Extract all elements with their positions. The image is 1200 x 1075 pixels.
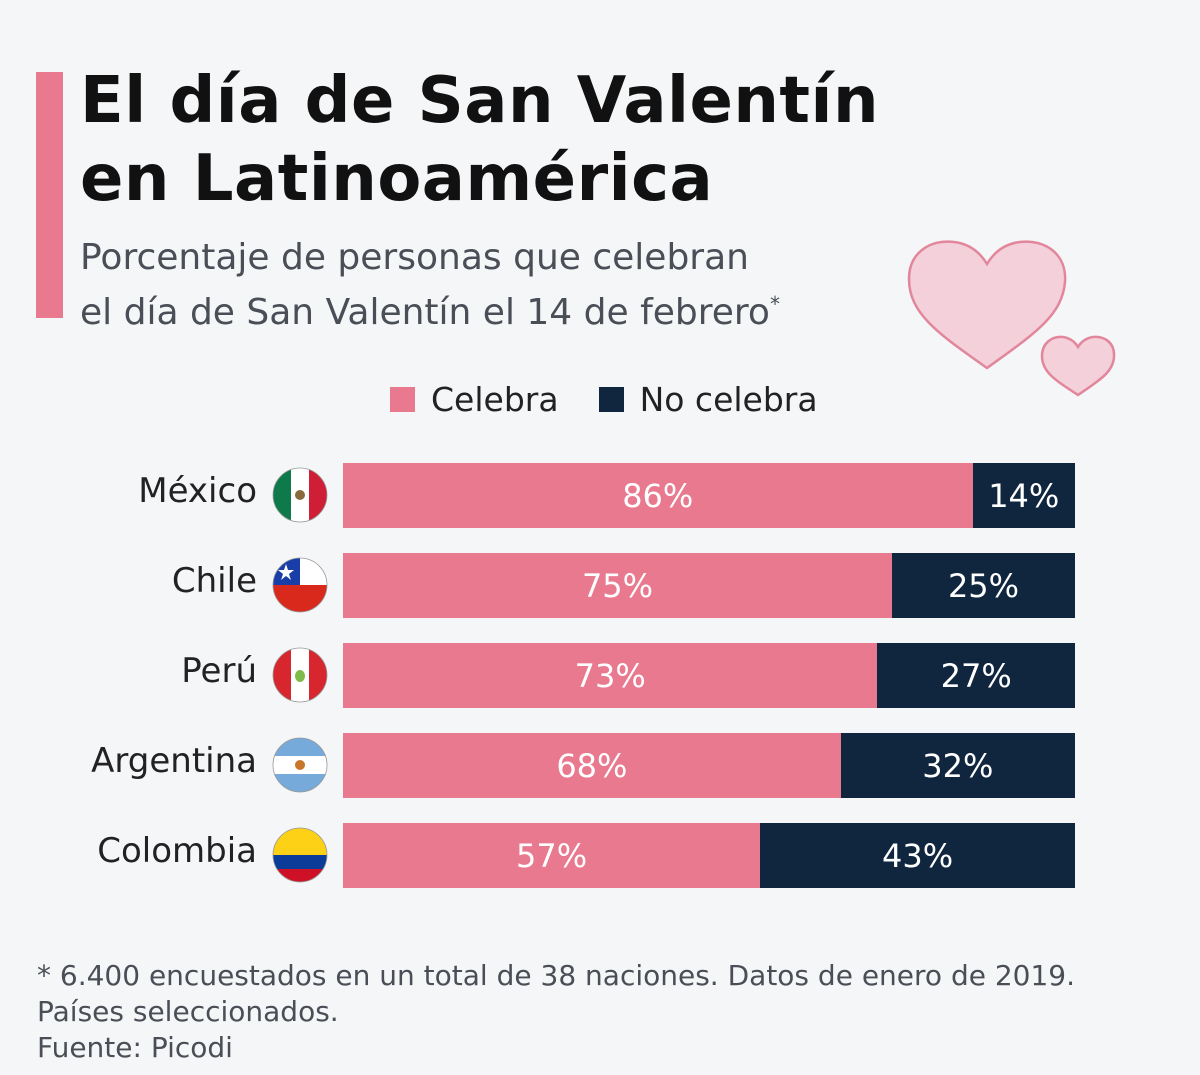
chart-title: El día de San Valentín en Latinoamérica [80,62,879,218]
argentina-flag-icon [272,737,328,793]
category-label: Chile [171,561,257,601]
hearts-decoration-icon [907,240,1116,397]
large-heart-icon [907,240,1067,370]
mexico-flag-icon [272,467,328,523]
source-text: Fuente: Picodi [37,1031,233,1064]
bar-segment-no-celebra: 27% [877,643,1075,708]
bar-row: Perú 73% 27% [0,643,1200,708]
category-label: Colombia [97,831,257,871]
legend-item-celebra: Celebra [390,380,559,419]
legend: Celebra No celebra [390,380,858,419]
category-label: Perú [181,651,257,691]
legend-item-no-celebra: No celebra [598,380,818,419]
bar-segment-celebra: 73% [343,643,878,708]
data-label: 57% [516,836,588,875]
bar-row: Colombia 57% 43% [0,823,1200,888]
category-label: Argentina [91,741,257,781]
bar-segment-no-celebra: 25% [892,553,1075,618]
bar-segment-celebra: 75% [343,553,892,618]
stacked-bar: 68% 32% [343,733,1075,798]
bar-row: México 86% 14% [0,463,1200,528]
stacked-bar: 57% 43% [343,823,1075,888]
legend-swatch-celebra [390,387,415,412]
chile-flag-icon [272,557,328,613]
title-line-2: en Latinoamérica [80,142,714,216]
footnote-text: * 6.400 encuestados en un total de 38 na… [37,959,1076,992]
bar-segment-celebra: 68% [343,733,841,798]
data-label: 86% [622,476,694,515]
peru-flag-icon [272,647,328,703]
bar-segment-no-celebra: 43% [760,823,1075,888]
title-accent-bar [36,72,63,318]
data-label: 14% [988,476,1060,515]
stacked-bar: 73% 27% [343,643,1075,708]
data-label: 68% [556,746,628,785]
data-label: 27% [940,656,1012,695]
chart-subtitle: Porcentaje de personas que celebran el d… [80,234,780,336]
legend-label-no-celebra: No celebra [639,380,818,419]
subtitle-line-1: Porcentaje de personas que celebran [80,237,749,278]
legend-swatch-no-celebra [598,387,624,412]
stacked-bar: 86% 14% [343,463,1075,528]
bar-segment-no-celebra: 14% [972,463,1075,528]
bar-row: Chile 75% 25% [0,553,1200,618]
data-label: 43% [882,836,954,875]
subtitle-line-2: el día de San Valentín el 14 de febrero [80,292,770,333]
colombia-flag-icon [272,827,328,883]
bar-segment-celebra: 57% [343,823,761,888]
footnote-selection: Países seleccionados. [37,995,339,1028]
data-label: 25% [947,566,1020,605]
stacked-bar: 75% 25% [343,553,1075,618]
bar-row: Argentina 68% 32% [0,733,1200,798]
data-label: 75% [581,566,654,605]
legend-label-celebra: Celebra [431,380,559,419]
data-label: 73% [574,656,646,695]
data-label: 32% [922,746,994,785]
small-heart-icon [1040,335,1116,397]
footer: * 6.400 encuestados en un total de 38 na… [37,958,1075,1066]
bar-segment-celebra: 86% [343,463,973,528]
category-label: México [138,471,257,511]
footnote-mark: * [769,292,780,316]
bar-segment-no-celebra: 32% [840,733,1075,798]
title-line-1: El día de San Valentín [80,64,879,138]
